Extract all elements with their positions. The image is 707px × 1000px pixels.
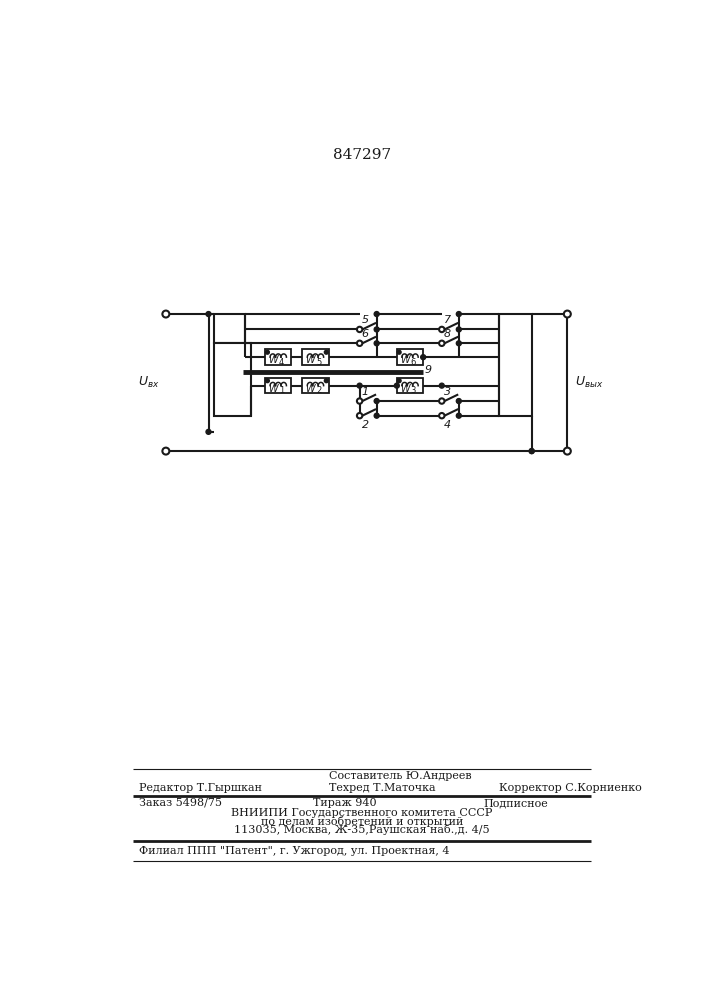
Text: Редактор Т.Гыршкан: Редактор Т.Гыршкан	[139, 783, 262, 793]
Text: 6: 6	[411, 358, 416, 367]
Circle shape	[325, 350, 328, 354]
Bar	[397, 378, 423, 393]
Text: $U_{вых}$: $U_{вых}$	[575, 375, 603, 390]
Circle shape	[439, 398, 445, 404]
Text: 9: 9	[425, 365, 432, 375]
Text: 8: 8	[443, 329, 451, 339]
Circle shape	[530, 449, 534, 454]
Text: по делам изобретений и открытий: по делам изобретений и открытий	[261, 816, 463, 827]
Text: W: W	[305, 355, 315, 365]
Bar	[265, 349, 291, 365]
Circle shape	[374, 399, 379, 404]
Text: 1: 1	[279, 386, 284, 395]
Circle shape	[375, 328, 379, 331]
Circle shape	[163, 311, 170, 318]
Text: 5: 5	[316, 358, 322, 367]
Circle shape	[357, 383, 362, 388]
Bar	[265, 378, 291, 393]
Circle shape	[357, 413, 363, 418]
Circle shape	[457, 341, 461, 345]
Text: 4: 4	[279, 358, 284, 367]
Circle shape	[374, 413, 379, 418]
Circle shape	[375, 399, 379, 403]
Text: W: W	[305, 384, 315, 394]
Circle shape	[357, 327, 363, 332]
Text: 4: 4	[443, 420, 451, 430]
Text: 1: 1	[361, 387, 368, 397]
Circle shape	[564, 311, 571, 318]
Text: 5: 5	[361, 315, 368, 325]
Circle shape	[357, 341, 363, 346]
Circle shape	[439, 327, 445, 332]
Text: 2: 2	[316, 386, 322, 395]
Circle shape	[456, 413, 461, 418]
Text: Заказ 5498/75: Заказ 5498/75	[139, 798, 222, 808]
Circle shape	[439, 341, 445, 346]
Text: W: W	[399, 384, 409, 394]
Bar	[303, 349, 329, 365]
Circle shape	[439, 413, 445, 418]
Text: Корректор С.Корниенко: Корректор С.Корниенко	[499, 783, 642, 793]
Text: 847297: 847297	[333, 148, 391, 162]
Bar	[214, 314, 245, 343]
Circle shape	[457, 414, 461, 418]
Text: 3: 3	[411, 386, 416, 395]
Text: Техред Т.Маточка: Техред Т.Маточка	[329, 783, 436, 793]
Circle shape	[456, 312, 461, 317]
Text: 2: 2	[361, 420, 368, 430]
Bar	[397, 349, 423, 365]
Text: 7: 7	[443, 315, 451, 325]
Circle shape	[206, 429, 211, 434]
Circle shape	[325, 379, 328, 383]
Circle shape	[564, 448, 571, 455]
Circle shape	[456, 399, 461, 404]
Text: Подписное: Подписное	[484, 798, 549, 808]
Circle shape	[357, 398, 363, 404]
Circle shape	[457, 328, 461, 331]
Text: Тираж 940: Тираж 940	[313, 798, 377, 808]
Circle shape	[457, 399, 461, 403]
Text: $U_{вх}$: $U_{вх}$	[138, 375, 160, 390]
Bar	[214, 343, 251, 416]
Text: W: W	[399, 355, 409, 365]
Circle shape	[439, 383, 444, 388]
Text: Составитель Ю.Андреев: Составитель Ю.Андреев	[329, 771, 472, 781]
Circle shape	[395, 383, 399, 388]
Text: 3: 3	[443, 387, 451, 397]
Circle shape	[374, 327, 379, 332]
Circle shape	[397, 350, 401, 354]
Text: W: W	[268, 355, 277, 365]
Circle shape	[163, 448, 170, 455]
Circle shape	[530, 449, 534, 454]
Circle shape	[374, 341, 379, 346]
Circle shape	[265, 379, 269, 383]
Text: 113035, Москва, Ж-35,Раушская наб.,д. 4/5: 113035, Москва, Ж-35,Раушская наб.,д. 4/…	[234, 824, 490, 835]
Bar	[303, 378, 329, 393]
Circle shape	[421, 355, 426, 360]
Text: W: W	[268, 384, 277, 394]
Circle shape	[397, 379, 401, 383]
Text: ВНИИПИ Государственного комитета СССР: ВНИИПИ Государственного комитета СССР	[231, 808, 493, 818]
Circle shape	[456, 341, 461, 346]
Circle shape	[375, 341, 379, 345]
Circle shape	[265, 350, 269, 354]
Circle shape	[375, 414, 379, 418]
Bar	[499, 314, 532, 416]
Text: 6: 6	[361, 329, 368, 339]
Text: Филиал ППП "Патент", г. Ужгород, ул. Проектная, 4: Филиал ППП "Патент", г. Ужгород, ул. Про…	[139, 846, 449, 856]
Circle shape	[206, 312, 211, 317]
Circle shape	[374, 312, 379, 317]
Circle shape	[456, 327, 461, 332]
